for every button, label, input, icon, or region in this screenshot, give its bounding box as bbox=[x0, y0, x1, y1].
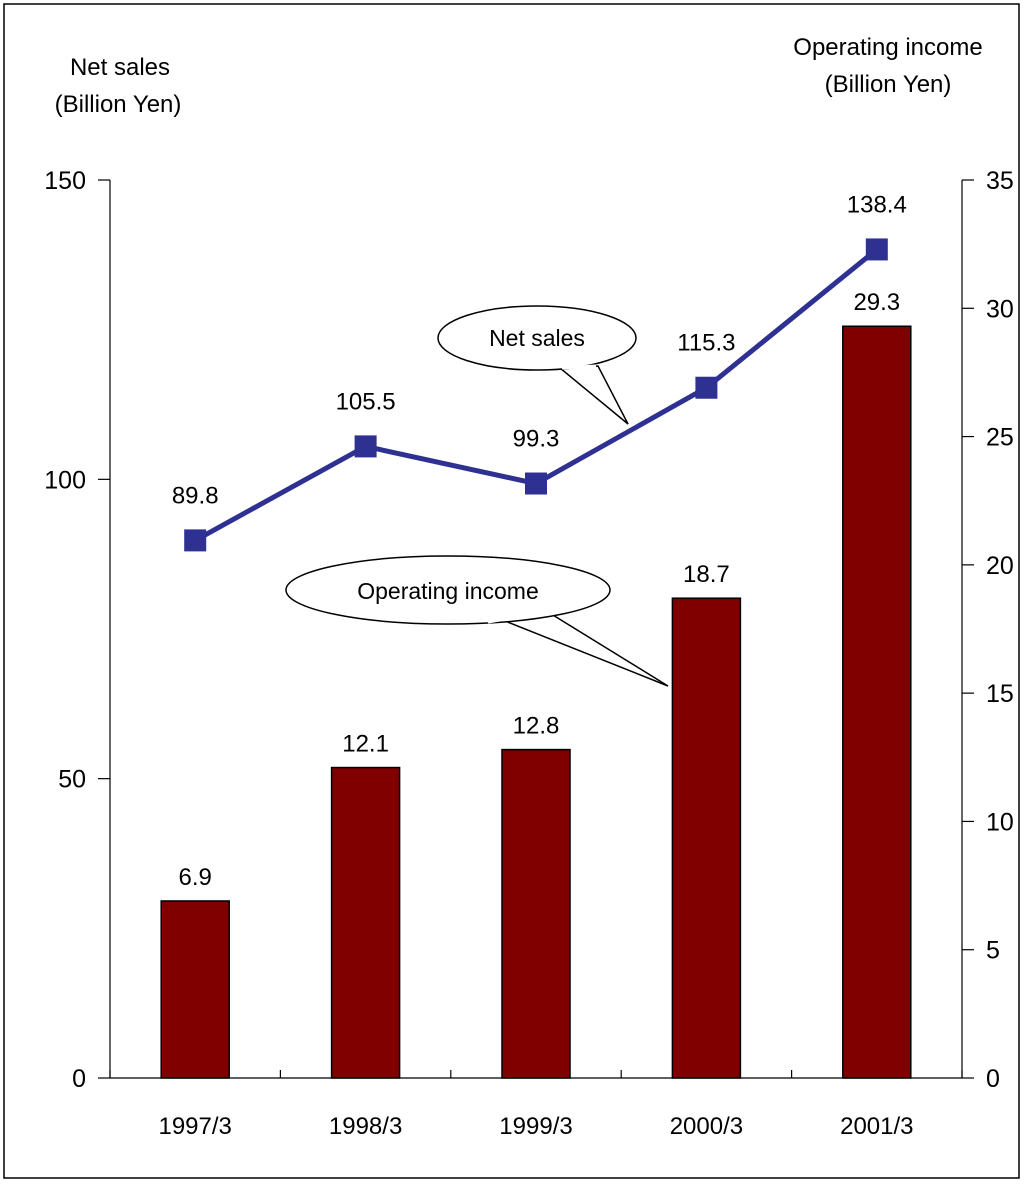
right-tick-label: 0 bbox=[986, 1065, 1000, 1093]
left-tick-label: 100 bbox=[44, 466, 86, 494]
operating-income-bar bbox=[160, 900, 230, 1079]
operating-income-value-label: 29.3 bbox=[853, 289, 900, 316]
net-sales-value-label: 89.8 bbox=[172, 482, 219, 509]
right-axis-ticks: 0 5 10 15 20 25 30 35 bbox=[962, 167, 1014, 1093]
right-tick-label: 25 bbox=[986, 424, 1014, 452]
net-sales-value-label: 138.4 bbox=[847, 191, 907, 218]
operating-income-bar bbox=[842, 325, 912, 1079]
right-tick-label: 15 bbox=[986, 680, 1014, 708]
right-tick-label: 35 bbox=[986, 167, 1014, 195]
left-axis-title-line1: Net sales bbox=[70, 54, 170, 81]
left-axis-ticks: 0 50 100 150 bbox=[44, 167, 110, 1093]
x-category-label: 2001/3 bbox=[840, 1113, 913, 1140]
net-sales-callout: Net sales bbox=[437, 305, 637, 425]
operating-income-bar bbox=[330, 766, 401, 1079]
x-category-label: 2000/3 bbox=[670, 1113, 743, 1140]
left-tick-label: 150 bbox=[44, 167, 86, 195]
net-sales-value-label: 105.5 bbox=[336, 388, 396, 415]
data-labels: 6.9 12.1 12.8 18.7 29.3 89.8 105.5 99.3 115.3 138… bbox=[172, 191, 907, 891]
net-sales-marker bbox=[525, 472, 547, 495]
operating-income-callout: Operating income bbox=[285, 555, 669, 687]
right-axis-title-line1: Operating income bbox=[793, 34, 982, 61]
net-sales-value-label: 99.3 bbox=[513, 426, 560, 453]
right-tick-label: 5 bbox=[986, 937, 1000, 965]
operating-income-bar bbox=[501, 748, 571, 1079]
net-sales-marker bbox=[695, 376, 718, 399]
net-sales-callout-label: Net sales bbox=[489, 325, 585, 351]
right-tick-label: 10 bbox=[986, 808, 1014, 836]
operating-income-bar bbox=[671, 597, 742, 1079]
operating-income-value-label: 18.7 bbox=[683, 561, 730, 588]
operating-income-callout-bubble bbox=[285, 555, 611, 625]
right-tick-label: 20 bbox=[986, 552, 1014, 580]
net-sales-value-label: 115.3 bbox=[677, 330, 735, 357]
x-category-label: 1997/3 bbox=[158, 1113, 231, 1140]
left-axis-title-line2: (Billion Yen) bbox=[55, 91, 182, 118]
x-axis-ticks: 1997/3 1998/3 1999/3 2000/3 2001/3 bbox=[109, 1070, 963, 1140]
operating-income-bars bbox=[160, 325, 912, 1079]
x-category-label: 1999/3 bbox=[499, 1113, 572, 1140]
net-sales-marker bbox=[354, 435, 377, 458]
operating-income-callout-label: Operating income bbox=[357, 578, 539, 604]
operating-income-value-label: 12.8 bbox=[513, 713, 560, 740]
net-sales-line-series bbox=[184, 238, 888, 552]
right-tick-label: 30 bbox=[986, 295, 1014, 323]
net-sales-callout-bubble bbox=[437, 305, 637, 371]
right-axis-title-line2: (Billion Yen) bbox=[825, 71, 952, 98]
x-category-label: 1998/3 bbox=[329, 1113, 402, 1140]
left-tick-label: 0 bbox=[72, 1065, 86, 1093]
net-sales-marker bbox=[184, 529, 207, 552]
net-sales-marker bbox=[865, 238, 888, 261]
operating-income-value-label: 12.1 bbox=[342, 731, 389, 758]
left-tick-label: 50 bbox=[58, 766, 86, 794]
operating-income-value-label: 6.9 bbox=[179, 864, 212, 891]
